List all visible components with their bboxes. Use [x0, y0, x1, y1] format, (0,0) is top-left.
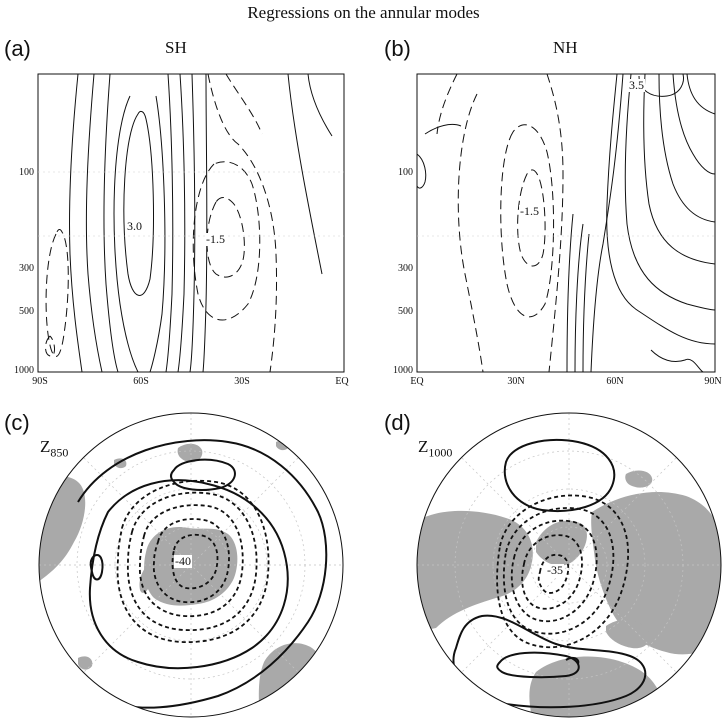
panel-a-xtick: 60S: [133, 376, 149, 387]
panel-c-level: 850: [50, 445, 69, 460]
panel-a-ytick: 100: [19, 167, 34, 178]
panel-b-xtick: 90N: [704, 376, 722, 387]
panel-a-ytick: 1000: [14, 365, 34, 376]
panel-b-ytick: 300: [398, 263, 413, 274]
panel-d-field-label: Z1000: [418, 437, 452, 460]
panel-b-letter: (b): [384, 36, 411, 61]
panel-a-xtick: EQ: [335, 376, 349, 387]
panel-d-land: [417, 470, 721, 717]
panel-a-title: SH: [165, 38, 187, 57]
panel-b-plot: [416, 73, 716, 373]
panel-b-xtick: 60N: [606, 376, 624, 387]
panel-c-field: Z: [40, 437, 51, 456]
panel-b-contour-label: 3.5: [628, 78, 645, 92]
panel-c-field-label: Z850: [40, 437, 68, 460]
panel-a-plot: [37, 73, 345, 373]
panel-d-map: [416, 412, 722, 718]
panel-b-ytick: 1000: [393, 365, 413, 376]
panel-a-letter: (a): [4, 36, 31, 61]
panel-b-ytick: 100: [398, 167, 413, 178]
panel-c-contour-label: -40: [174, 554, 192, 568]
panel-a-contour-label: -1.5: [205, 232, 226, 246]
panel-b-title: NH: [553, 38, 578, 57]
panel-a-xtick: 90S: [32, 376, 48, 387]
panel-c-land: [39, 440, 334, 717]
panel-d-contour-label: -35: [546, 563, 564, 577]
panel-d-level: 1000: [428, 445, 453, 460]
panel-d-letter: (d): [384, 410, 411, 435]
panel-d-field: Z: [418, 437, 429, 456]
panel-a-ytick: 500: [19, 306, 34, 317]
panel-b-contour-label: -1.5: [519, 204, 540, 218]
panel-c-letter: (c): [4, 410, 30, 435]
panel-c-map: [38, 412, 344, 718]
panel-b-xtick: EQ: [410, 376, 424, 387]
panel-b-xtick: 30N: [507, 376, 525, 387]
panel-a-xtick: 30S: [234, 376, 250, 387]
figure-title: Regressions on the annular modes: [247, 3, 480, 22]
panel-a-ytick: 300: [19, 263, 34, 274]
panel-a-contour-label: 3.0: [126, 219, 143, 233]
panel-b-ytick: 500: [398, 306, 413, 317]
